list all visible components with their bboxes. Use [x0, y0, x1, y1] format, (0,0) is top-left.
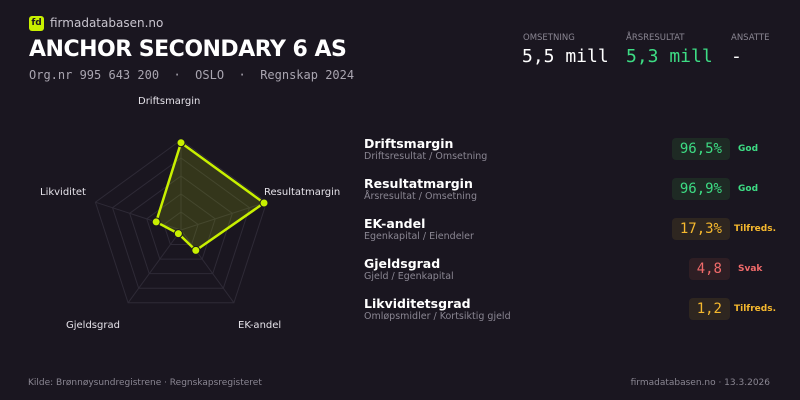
radar-label-resultatmargin: Resultatmargin — [264, 187, 341, 198]
radar-spoke — [180, 201, 267, 231]
metric-status: Tilfreds. — [734, 224, 776, 234]
metric-value-badge: 1,2 — [688, 298, 730, 320]
radar-point-likviditet — [151, 217, 161, 227]
metric-value-badge: 96,5% — [671, 138, 730, 160]
kpi-value-employees: - — [731, 46, 742, 67]
metric-status: God — [738, 184, 759, 194]
kpi-label-employees: ANSATTE — [731, 33, 770, 43]
radar-grid-ring — [146, 193, 216, 260]
radar-label-gjeldsgrad: Gjeldsgrad — [66, 320, 120, 331]
metric-status: God — [738, 144, 759, 154]
logo-icon: fd — [29, 16, 44, 31]
brand-link[interactable]: firmadatabasen.no — [50, 16, 164, 30]
metric-status: Svak — [738, 264, 763, 274]
radar-grid-ring — [94, 139, 268, 304]
radar-label-ek-andel: EK-andel — [238, 320, 282, 331]
radar-grid-ring — [129, 175, 233, 275]
radar-chart — [94, 138, 269, 304]
kpi-label-result: ÅRSRESULTAT — [626, 33, 685, 43]
metric-title: EK-andel — [364, 216, 426, 231]
radar-label-likviditet: Likviditet — [40, 187, 86, 198]
radar-spoke — [180, 229, 235, 304]
kpi-value-result: 5,3 mill — [626, 46, 713, 67]
metric-formula: Gjeld / Egenkapital — [364, 271, 454, 282]
radar-point-resultatmargin — [259, 198, 269, 208]
radar-point-gjeldsgrad — [173, 229, 183, 239]
metric-title: Resultatmargin — [364, 176, 473, 191]
company-subline: Org.nr 995 643 200 · OSLO · Regnskap 202… — [29, 68, 355, 82]
metric-formula: Årsresultat / Omsetning — [364, 191, 477, 202]
metric-status: Tilfreds. — [734, 304, 776, 314]
metric-title: Gjeldsgrad — [364, 256, 441, 271]
radar-grid-ring — [163, 211, 199, 246]
metric-value-badge: 96,9% — [671, 178, 730, 200]
radar-spoke — [95, 201, 182, 231]
metric-formula: Driftsresultat / Omsetning — [364, 151, 488, 162]
radar-point-ek-andel — [191, 245, 201, 255]
metric-title: Likviditetsgrad — [364, 296, 471, 311]
metric-title: Driftsmargin — [364, 136, 454, 151]
metric-value-badge: 4,8 — [688, 258, 730, 280]
radar-grid-ring — [111, 157, 251, 289]
kpi-label-revenue: OMSETNING — [523, 33, 575, 43]
radar-series-area — [154, 141, 266, 252]
footer-site-date: firmadatabasen.no · 13.3.2026 — [630, 378, 770, 388]
metric-formula: Egenkapital / Eiendeler — [364, 231, 474, 242]
metric-value-badge: 17,3% — [671, 218, 730, 240]
kpi-value-revenue: 5,5 mill — [522, 46, 609, 67]
metric-formula: Omløpsmidler / Kortsiktig gjeld — [364, 311, 511, 322]
radar-point-driftsmargin — [176, 138, 186, 148]
radar-label-driftsmargin: Driftsmargin — [138, 96, 201, 107]
radar-spoke — [127, 229, 182, 304]
company-name: ANCHOR SECONDARY 6 AS — [29, 37, 347, 62]
footer-source: Kilde: Brønnøysundregistrene · Regnskaps… — [28, 378, 262, 388]
